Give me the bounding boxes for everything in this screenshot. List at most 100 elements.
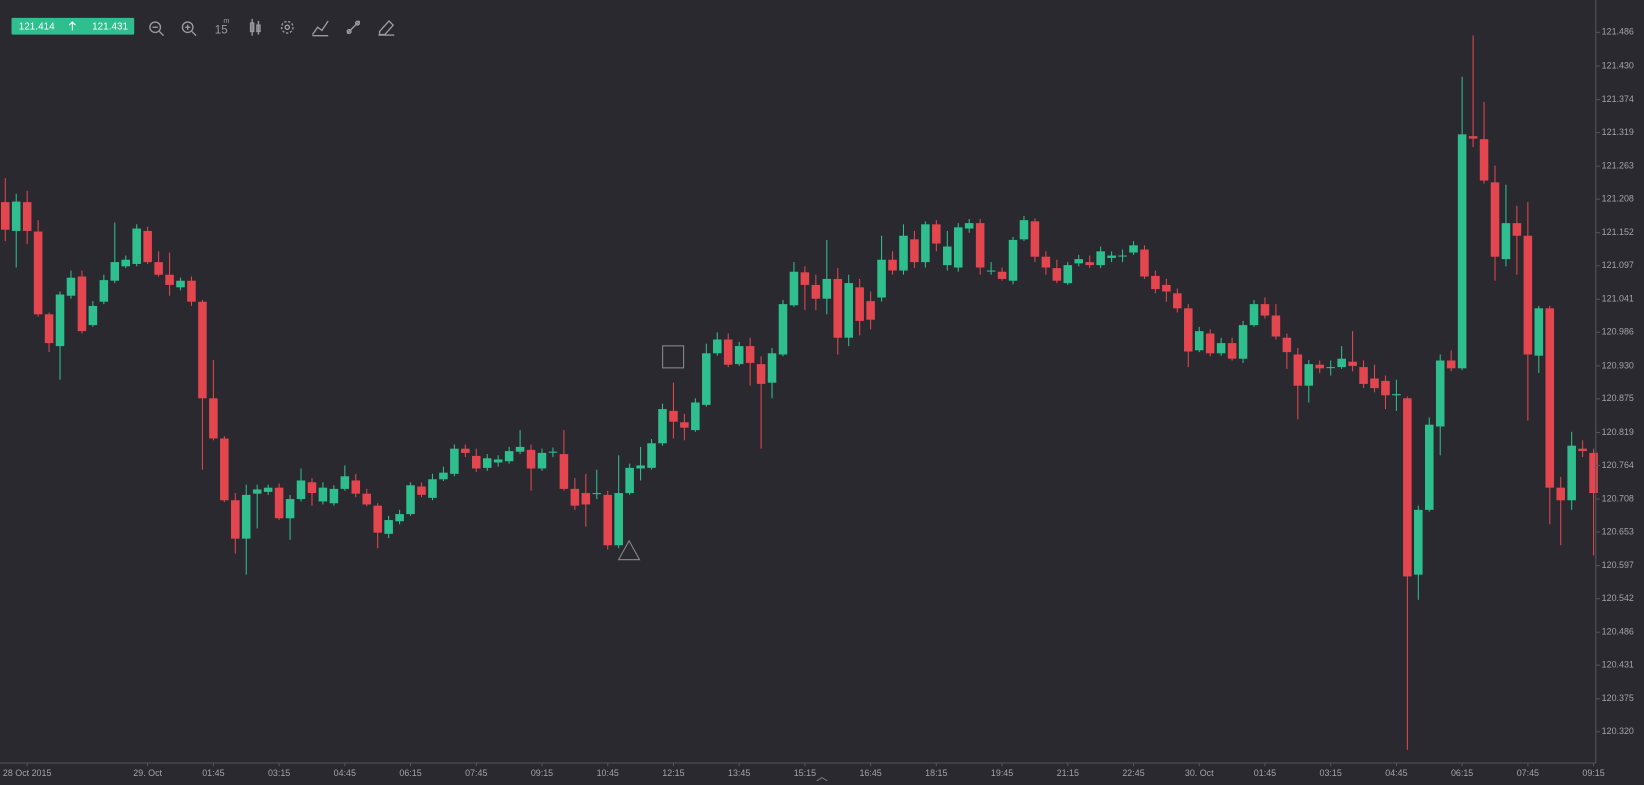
candle-body: [252, 489, 262, 494]
candle-body: [680, 422, 689, 428]
candle-body: [647, 443, 656, 468]
candle-body: [1162, 284, 1171, 292]
candle-body: [778, 304, 788, 355]
rectangle-drawing[interactable]: [662, 345, 685, 369]
candle-body: [1019, 220, 1029, 240]
y-tick-label: 120.708: [1602, 493, 1634, 503]
candle-body: [165, 274, 174, 285]
candle-body: [461, 448, 470, 453]
y-tick-label: 121.486: [1602, 27, 1634, 37]
candle-body: [77, 276, 87, 332]
y-tick-label: 121.430: [1602, 60, 1634, 70]
indicators[interactable]: [311, 20, 329, 37]
x-tick-label: 04:45: [334, 768, 356, 778]
candle-body: [88, 305, 98, 326]
candle-body: [1008, 239, 1018, 281]
candle-body: [997, 271, 1007, 279]
zoom-in[interactable]: [181, 21, 197, 37]
candle-body: [1392, 394, 1401, 396]
candle-body: [482, 458, 492, 468]
candle-body: [943, 246, 952, 266]
candle-body: [1107, 255, 1116, 258]
candle-body: [417, 486, 426, 495]
candle-body: [1074, 259, 1084, 264]
settings[interactable]: [280, 20, 294, 34]
candle-body: [1446, 360, 1456, 369]
y-tick-label: 120.653: [1602, 526, 1634, 536]
candle-body: [745, 346, 755, 363]
x-tick-label: 21:15: [1057, 768, 1079, 778]
candle-body: [1173, 293, 1182, 309]
x-tick-label: 22:45: [1122, 768, 1144, 778]
eraser[interactable]: [378, 19, 395, 36]
x-tick-label: 09:15: [1582, 768, 1604, 778]
candle-body: [154, 262, 163, 275]
zoom-out[interactable]: [149, 21, 165, 37]
candle-body: [877, 259, 886, 298]
candle-body: [1118, 255, 1127, 257]
candle-body: [263, 487, 273, 492]
y-tick-label: 120.875: [1602, 393, 1634, 403]
candle-body: [1457, 134, 1467, 369]
x-tick-label: 03:15: [1320, 768, 1342, 778]
candle-body: [209, 398, 218, 439]
candle-body: [241, 494, 251, 539]
candle-body: [110, 262, 120, 281]
candle-body: [636, 465, 645, 469]
interval-button[interactable]: 15 m: [215, 16, 230, 37]
y-tick-label: 121.374: [1602, 94, 1634, 104]
candle-body: [1512, 223, 1522, 236]
quote-box[interactable]: 121.414 121.431: [11, 17, 135, 35]
triangle-drawing[interactable]: [617, 539, 641, 561]
candle-body: [1052, 268, 1062, 281]
y-tick-label: 121.152: [1602, 227, 1634, 237]
candle-body: [274, 487, 284, 519]
candle-body: [198, 301, 207, 399]
candle-body: [1282, 337, 1292, 353]
candle-body: [307, 482, 317, 494]
candle-body: [822, 278, 832, 299]
candle-body: [1589, 452, 1598, 494]
candle-body: [592, 493, 602, 495]
candle-body: [0, 202, 10, 230]
y-tick-label: 120.986: [1602, 327, 1634, 337]
candle-body: [1381, 380, 1390, 396]
candle-body: [44, 314, 54, 344]
y-tick-label: 120.597: [1602, 560, 1634, 570]
scroll-handle[interactable]: [816, 777, 828, 782]
candle-body: [603, 494, 612, 546]
candle-body: [406, 485, 415, 515]
candle-body: [176, 280, 185, 288]
x-tick-label: 15:15: [794, 768, 816, 778]
candle-body: [220, 438, 229, 501]
candle-body: [132, 228, 141, 264]
candle-body: [515, 446, 525, 452]
candle-body: [723, 339, 733, 365]
candle-body: [1194, 331, 1204, 351]
x-tick-label: 29. Oct: [133, 768, 162, 778]
candle-body: [537, 452, 547, 469]
candle-body: [570, 488, 580, 506]
candle-body: [373, 505, 382, 533]
x-tick-label: 12:15: [662, 768, 684, 778]
candle-body: [66, 277, 76, 296]
candle-body: [1414, 509, 1423, 575]
draw-tool[interactable]: [346, 20, 361, 35]
candle-body: [899, 235, 908, 271]
y-tick-label: 120.486: [1602, 627, 1634, 637]
candle-body: [1238, 325, 1248, 359]
candle-body: [833, 278, 843, 338]
y-tick-label: 120.930: [1602, 360, 1634, 370]
candle-body: [1501, 223, 1511, 260]
chart-type[interactable]: [249, 18, 261, 36]
candle-body: [559, 454, 569, 489]
x-tick-label: 06:15: [1451, 768, 1473, 778]
candle-body: [121, 259, 131, 267]
candle-body: [1151, 275, 1160, 290]
candle-body: [318, 487, 328, 502]
x-tick-label: 19:45: [991, 768, 1013, 778]
ask-price: 121.431: [92, 21, 128, 32]
